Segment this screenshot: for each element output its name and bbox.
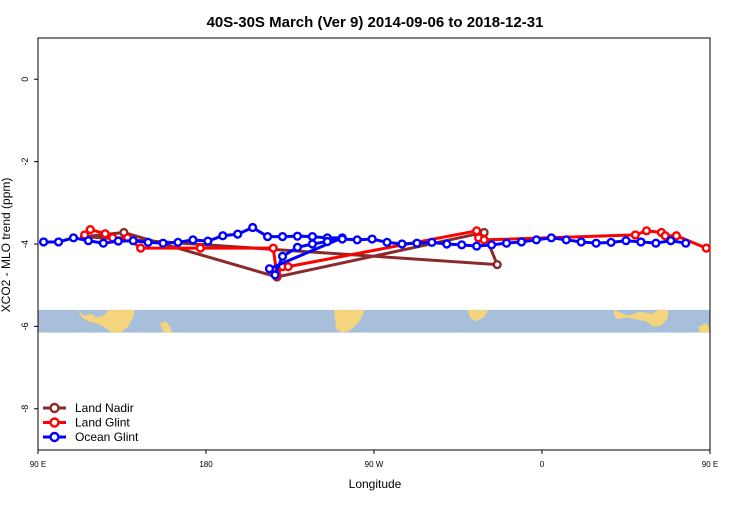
data-point <box>307 231 318 242</box>
data-point <box>671 231 682 241</box>
x-tick-label: 0 <box>540 460 545 469</box>
data-point <box>367 234 377 244</box>
data-point <box>531 235 542 245</box>
data-point <box>337 234 347 244</box>
data-point <box>442 239 452 249</box>
data-point <box>173 237 183 247</box>
data-point <box>128 236 138 246</box>
continent-shape <box>468 309 488 322</box>
legend-label: Land Nadir <box>75 401 134 415</box>
data-point <box>38 237 49 247</box>
data-point <box>264 264 275 274</box>
data-point <box>382 237 392 247</box>
x-axis: 90 E 180 90 W 0 90 E <box>30 450 718 469</box>
data-point <box>576 237 586 247</box>
y-axis-label: XCO2 - MLO trend (ppm) <box>0 178 13 313</box>
data-point <box>561 235 571 245</box>
series-line <box>84 230 500 279</box>
data-point <box>248 222 258 233</box>
series-layer <box>38 222 711 282</box>
legend-marker <box>49 417 60 428</box>
data-point <box>203 236 213 246</box>
data-point <box>68 233 79 243</box>
data-point <box>270 270 280 280</box>
y-tick-label: 0 <box>20 77 30 82</box>
data-point <box>412 238 422 248</box>
data-point <box>487 240 497 250</box>
data-point <box>292 242 303 252</box>
data-point <box>158 238 168 248</box>
data-point <box>322 236 332 247</box>
data-point <box>651 238 661 248</box>
data-point <box>85 224 95 235</box>
data-point <box>472 241 482 251</box>
x-axis-label: Longitude <box>349 477 402 491</box>
data-point <box>83 236 94 246</box>
continent-shape <box>614 309 668 327</box>
data-point <box>501 238 512 248</box>
data-point <box>472 226 482 236</box>
data-point <box>352 235 362 245</box>
world-map-strip <box>38 309 710 333</box>
data-point <box>277 231 288 242</box>
continent-shape <box>160 321 172 333</box>
legend-label: Ocean Glint <box>75 430 139 444</box>
data-point <box>636 237 646 247</box>
data-point <box>283 262 293 272</box>
data-point <box>516 237 527 247</box>
y-tick-label: -4 <box>20 240 30 248</box>
continent-shape <box>78 309 134 333</box>
ocean-band <box>38 309 710 333</box>
data-point <box>53 237 64 247</box>
data-point <box>277 251 288 261</box>
data-point <box>591 238 601 248</box>
x-tick-label: 90 E <box>702 460 718 469</box>
data-point <box>660 231 670 241</box>
legend-label: Land Glint <box>75 416 130 430</box>
data-point <box>701 243 711 253</box>
data-point <box>479 235 489 245</box>
data-point <box>218 231 228 241</box>
data-point <box>492 260 502 270</box>
data-point <box>606 237 616 247</box>
series-ocean-glint <box>38 222 691 280</box>
y-tick-label: -2 <box>20 158 30 166</box>
data-point <box>195 243 206 253</box>
legend-marker <box>49 431 60 443</box>
data-point <box>307 239 318 249</box>
y-tick-label: -8 <box>20 405 30 413</box>
x-tick-label: 180 <box>199 460 213 469</box>
continent-shape <box>334 309 364 333</box>
data-point <box>666 236 676 246</box>
chart-title: 40S-30S March (Ver 9) 2014-09-06 to 2018… <box>207 14 544 31</box>
y-axis: 0 -2 -4 -6 -8 <box>20 77 38 413</box>
data-point <box>397 239 407 249</box>
data-point <box>136 243 146 253</box>
data-point <box>630 230 640 240</box>
legend-marker <box>49 402 60 414</box>
y-tick-label: -6 <box>20 322 30 330</box>
data-point <box>268 243 278 253</box>
data-point <box>681 238 691 248</box>
data-point <box>457 240 467 250</box>
data-point <box>641 226 652 236</box>
data-point <box>263 231 273 242</box>
data-point <box>233 229 243 239</box>
data-point <box>100 229 110 239</box>
data-point <box>143 237 153 247</box>
x-tick-label: 90 E <box>30 460 46 469</box>
data-point <box>621 236 631 246</box>
data-point <box>292 231 303 241</box>
continent-shape <box>698 323 710 333</box>
data-point <box>427 237 437 247</box>
data-point <box>113 236 123 246</box>
data-point <box>188 235 198 245</box>
data-point <box>546 233 556 243</box>
x-tick-label: 90 W <box>365 460 384 469</box>
data-point <box>98 238 108 248</box>
